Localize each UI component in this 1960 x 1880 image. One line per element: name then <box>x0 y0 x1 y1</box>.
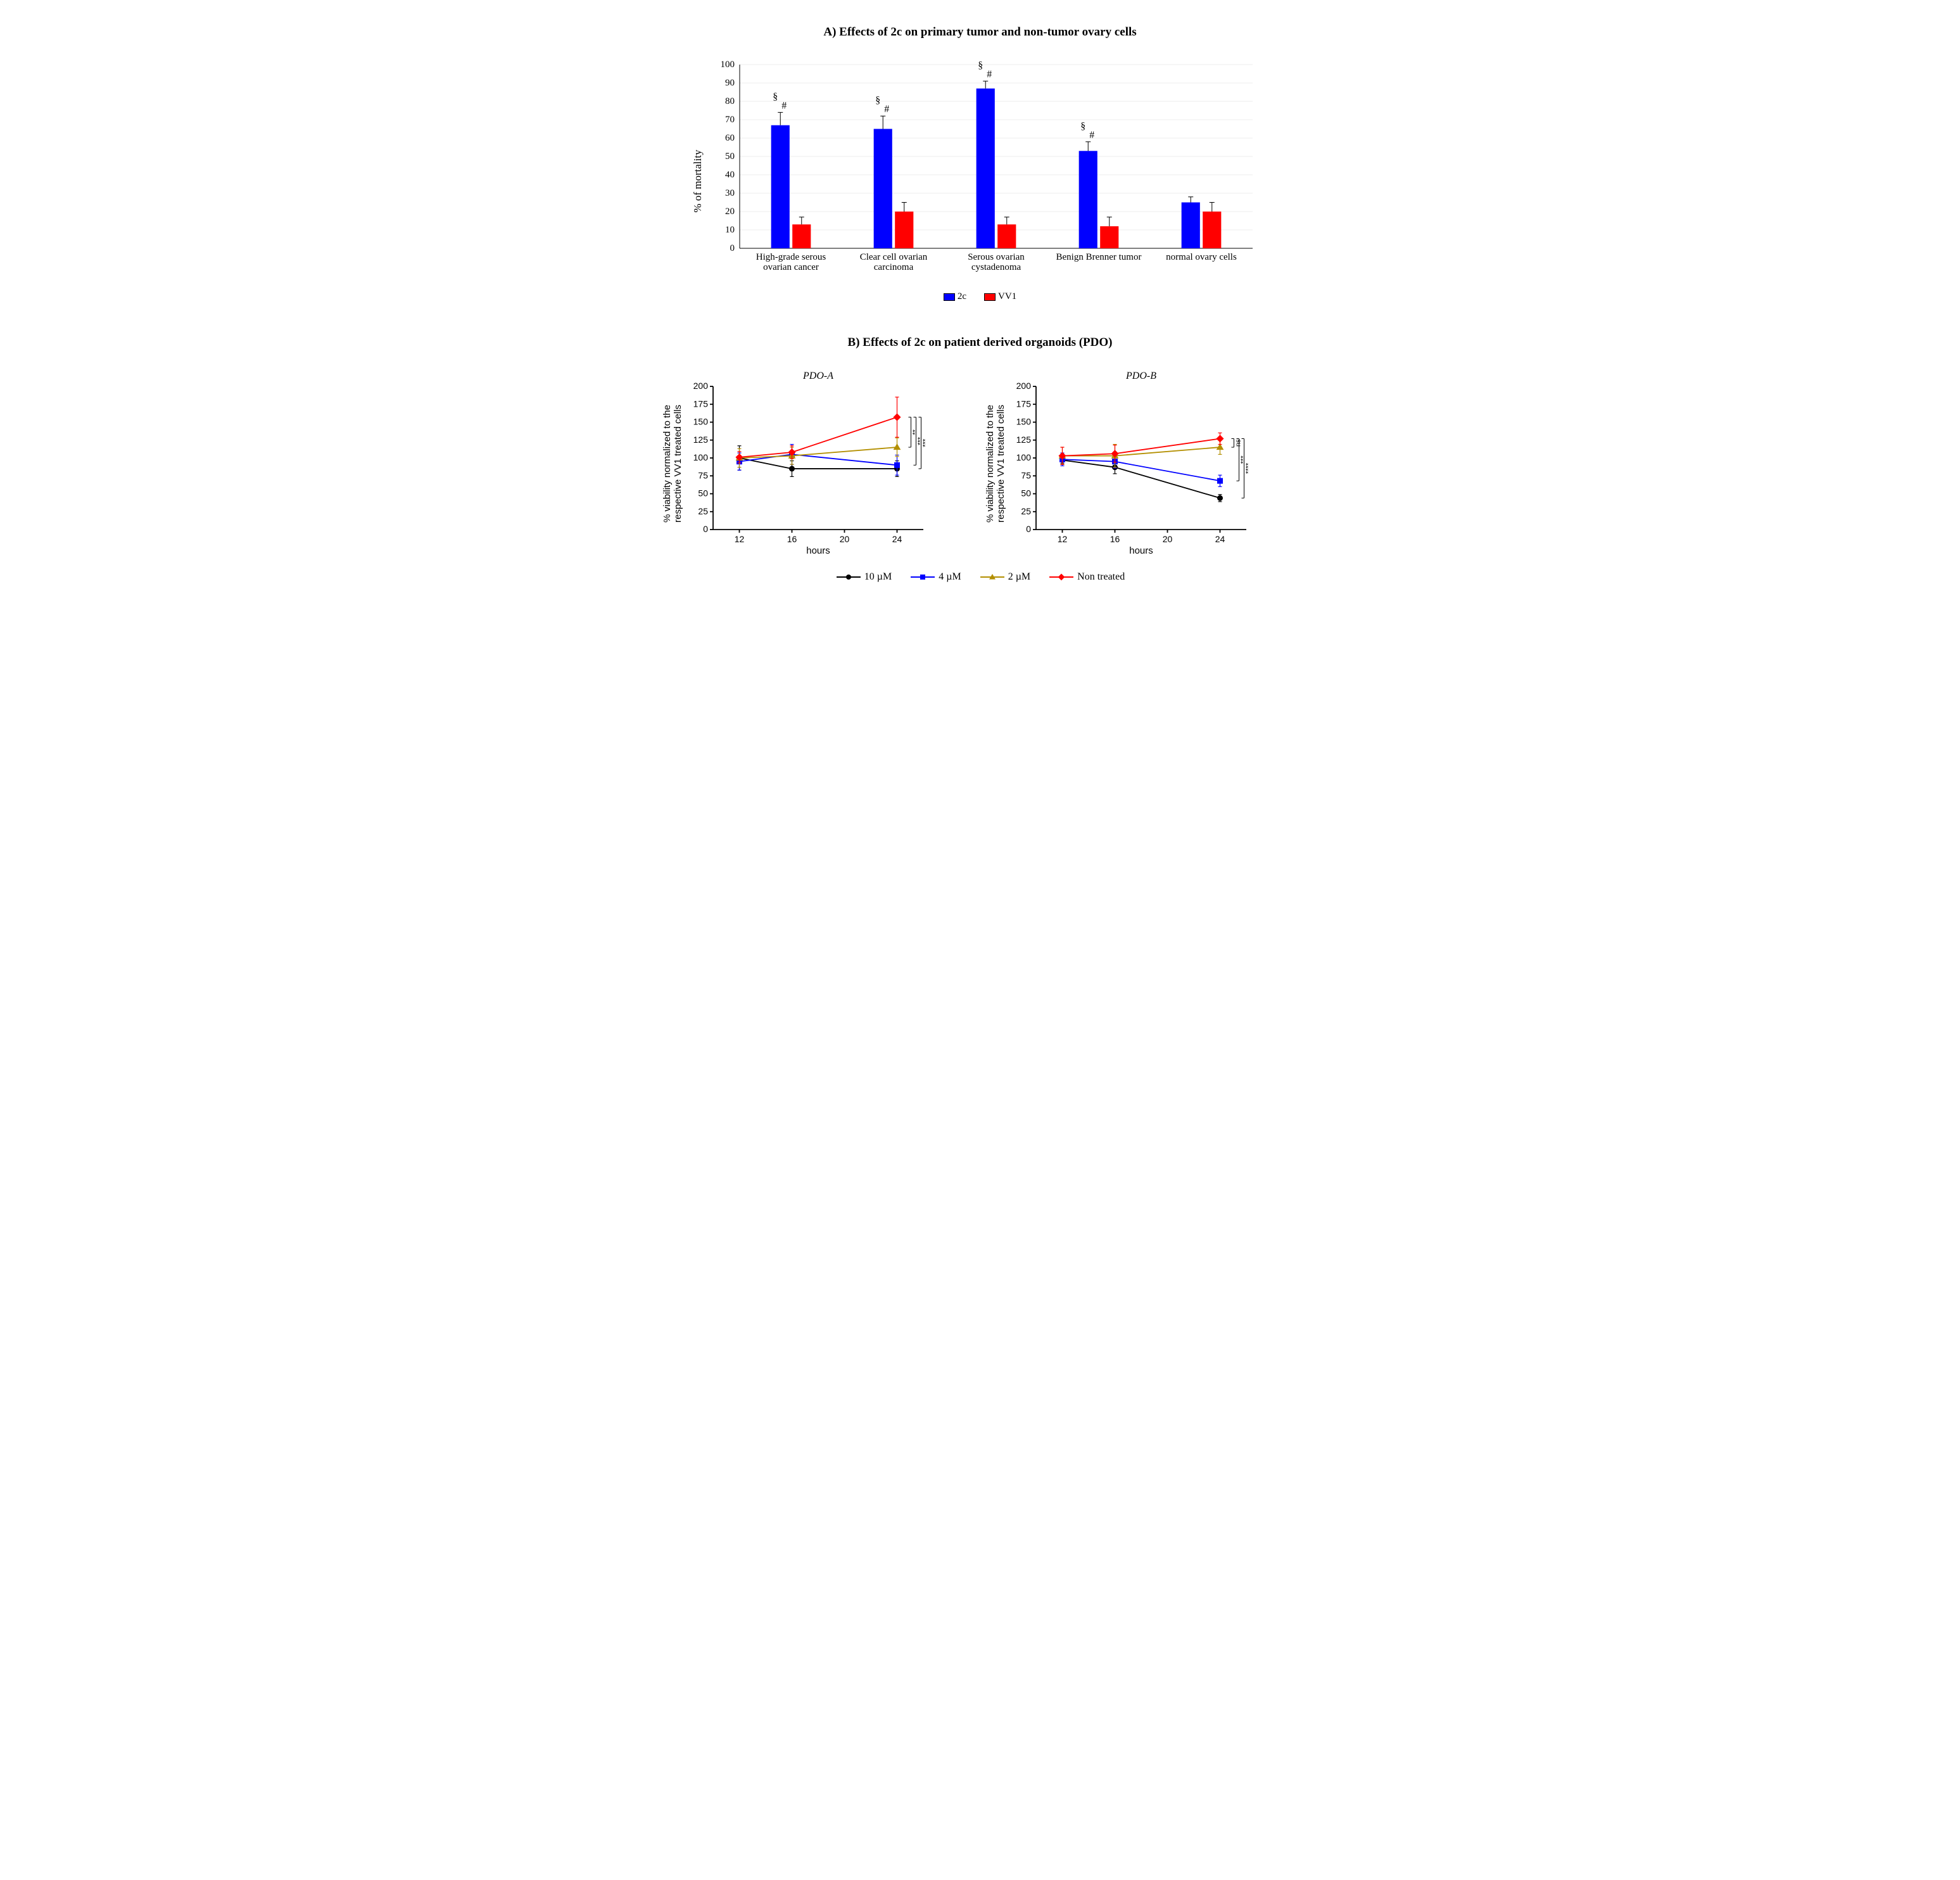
svg-text:0: 0 <box>730 243 735 253</box>
svg-text:40: 40 <box>725 170 735 180</box>
svg-text:100: 100 <box>720 60 735 70</box>
svg-text:cystadenoma: cystadenoma <box>971 262 1021 272</box>
subplot-pdo-a: % viability normalized to therespective … <box>664 369 974 559</box>
svg-text:25: 25 <box>1021 505 1031 516</box>
svg-text:hours: hours <box>1129 545 1153 556</box>
svg-text:normal ovary cells: normal ovary cells <box>1166 252 1237 262</box>
svg-text:§: § <box>1080 121 1085 132</box>
svg-text:Clear cell ovarian: Clear cell ovarian <box>859 252 927 262</box>
svg-text:#: # <box>1089 130 1094 141</box>
legend-label: 4 µM <box>939 571 961 583</box>
svg-text:0: 0 <box>703 524 708 534</box>
svg-text:125: 125 <box>693 434 708 444</box>
legend-label: 10 µM <box>864 571 892 583</box>
svg-text:#: # <box>884 104 889 115</box>
legend-label: 2c <box>958 291 966 302</box>
svg-text:ns: ns <box>1234 438 1242 446</box>
panel-a-title: A) Effects of 2c on primary tumor and no… <box>664 25 1297 39</box>
svg-text:PDO-B: PDO-B <box>1125 371 1156 381</box>
svg-text:100: 100 <box>1016 452 1031 462</box>
svg-text:§: § <box>875 95 880 106</box>
svg-text:16: 16 <box>1110 534 1120 544</box>
svg-text:§: § <box>773 91 778 102</box>
svg-text:10: 10 <box>725 225 735 235</box>
svg-text:175: 175 <box>693 398 708 409</box>
svg-text:200: 200 <box>693 381 708 391</box>
svg-text:#: # <box>781 100 787 111</box>
svg-text:125: 125 <box>1016 434 1031 444</box>
svg-text:§: § <box>978 60 983 71</box>
panel-b-title: B) Effects of 2c on patient derived orga… <box>664 336 1297 350</box>
panel-b-ylabel: % viability normalized to therespective … <box>984 405 1006 523</box>
panel-b-ylabel: % viability normalized to therespective … <box>661 405 683 523</box>
legend-item-4-µm: 4 µM <box>909 571 961 583</box>
svg-text:70: 70 <box>725 115 735 125</box>
svg-text:75: 75 <box>698 470 708 480</box>
legend-label: 2 µM <box>1008 571 1030 583</box>
panel-b-legend: 10 µM 4 µM 2 µM Non treated <box>664 571 1297 585</box>
svg-text:0: 0 <box>1026 524 1031 534</box>
svg-text:30: 30 <box>725 188 735 198</box>
panel-a-ylabel: % of mortality <box>692 149 704 212</box>
subplot-pdo-b: % viability normalized to therespective … <box>987 369 1297 559</box>
svg-text:High-grade serous: High-grade serous <box>756 252 826 262</box>
svg-text:ovarian cancer: ovarian cancer <box>763 262 819 272</box>
legend-item-non-treated: Non treated <box>1048 571 1125 583</box>
panel-a-chart: % of mortality 0102030405060708090100§#H… <box>695 58 1265 304</box>
svg-text:12: 12 <box>1057 534 1067 544</box>
svg-text:PDO-A: PDO-A <box>802 371 833 381</box>
svg-text:20: 20 <box>1162 534 1172 544</box>
figure: A) Effects of 2c on primary tumor and no… <box>664 25 1297 585</box>
legend-item-2c: 2c <box>944 291 966 302</box>
svg-text:50: 50 <box>725 151 735 162</box>
svg-text:175: 175 <box>1016 398 1031 409</box>
svg-text:150: 150 <box>693 416 708 426</box>
panel-a-legend: 2c VV1 <box>695 291 1265 304</box>
svg-text:100: 100 <box>693 452 708 462</box>
svg-text:50: 50 <box>1021 488 1031 498</box>
svg-text:***: *** <box>921 438 929 447</box>
legend-swatch <box>984 293 996 301</box>
svg-text:20: 20 <box>839 534 849 544</box>
svg-text:24: 24 <box>1215 534 1225 544</box>
svg-text:90: 90 <box>725 78 735 88</box>
svg-text:hours: hours <box>806 545 830 556</box>
svg-text:**: ** <box>911 429 919 435</box>
svg-text:****: **** <box>1244 462 1252 474</box>
svg-text:20: 20 <box>725 206 735 217</box>
svg-text:200: 200 <box>1016 381 1031 391</box>
legend-item-10-µm: 10 µM <box>835 571 892 583</box>
svg-text:24: 24 <box>892 534 902 544</box>
panel-b-charts: % viability normalized to therespective … <box>664 369 1297 559</box>
svg-text:50: 50 <box>698 488 708 498</box>
legend-label: VV1 <box>998 291 1016 302</box>
svg-text:12: 12 <box>734 534 744 544</box>
legend-label: Non treated <box>1077 571 1125 583</box>
svg-text:75: 75 <box>1021 470 1031 480</box>
svg-text:***: *** <box>1239 455 1247 464</box>
svg-text:16: 16 <box>787 534 797 544</box>
svg-text:25: 25 <box>698 505 708 516</box>
svg-text:carcinoma: carcinoma <box>873 262 913 272</box>
svg-text:Serous ovarian: Serous ovarian <box>968 252 1025 262</box>
svg-text:Benign Brenner tumor: Benign Brenner tumor <box>1056 252 1141 262</box>
legend-item-vv1: VV1 <box>984 291 1016 302</box>
svg-text:#: # <box>987 69 992 80</box>
svg-text:80: 80 <box>725 96 735 106</box>
legend-swatch <box>944 293 955 301</box>
legend-item-2-µm: 2 µM <box>979 571 1030 583</box>
svg-text:150: 150 <box>1016 416 1031 426</box>
svg-text:60: 60 <box>725 133 735 143</box>
